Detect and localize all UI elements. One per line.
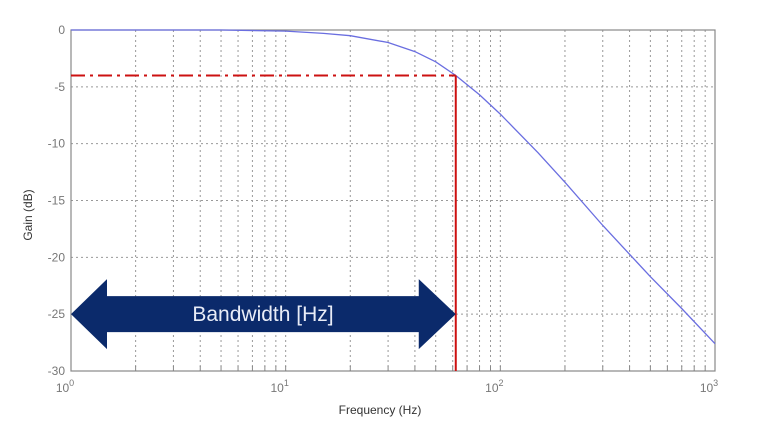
bandwidth-double-arrow — [71, 279, 456, 350]
y-tick-label: -5 — [54, 80, 65, 94]
y-tick-label: -15 — [48, 194, 66, 208]
x-axis-label: Frequency (Hz) — [339, 403, 422, 417]
y-tick-label: -30 — [48, 364, 66, 378]
x-tick-label: 103 — [700, 378, 718, 395]
x-tick-label: 102 — [485, 378, 503, 395]
bandwidth-label: Bandwidth [Hz] — [192, 303, 333, 326]
y-tick-label: -25 — [48, 307, 66, 321]
y-axis-label: Gain (dB) — [21, 189, 35, 240]
y-tick-label: -20 — [48, 250, 66, 264]
grid-lines — [71, 30, 715, 371]
y-tick-label: -10 — [48, 137, 66, 151]
y-tick-label: 0 — [58, 23, 65, 37]
x-tick-label: 100 — [56, 378, 74, 395]
x-tick-label: 101 — [270, 378, 288, 395]
y-axis-ticks: 0 -5 -10 -15 -20 -25 -30 — [48, 23, 66, 378]
plot-frame — [70, 29, 716, 372]
x-axis-ticks: 100 101 102 103 — [56, 378, 718, 395]
